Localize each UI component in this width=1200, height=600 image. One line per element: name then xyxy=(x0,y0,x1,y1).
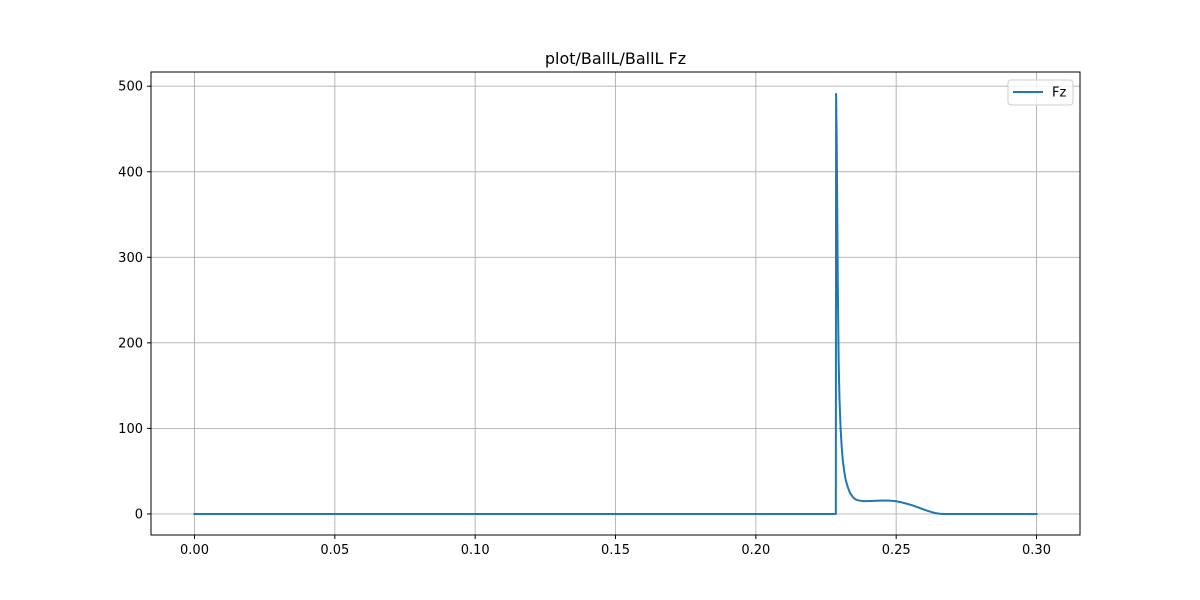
x-tick-label: 0.30 xyxy=(1022,543,1051,558)
series-layer xyxy=(193,92,1038,515)
x-axis: 0.00 0.05 0.10 0.15 0.20 0.25 0.30 xyxy=(180,535,1051,558)
legend: Fz xyxy=(1007,79,1074,106)
x-tick-label: 0.25 xyxy=(882,543,911,558)
legend-label-fz: Fz xyxy=(1052,86,1066,101)
chart-title: plot/BallL/BallL Fz xyxy=(545,49,686,68)
y-tick-label: 300 xyxy=(118,251,143,266)
y-tick-label: 200 xyxy=(118,336,143,351)
y-tick-label: 0 xyxy=(135,507,143,522)
x-tick-label: 0.05 xyxy=(320,543,349,558)
x-tick-label: 0.20 xyxy=(741,543,770,558)
x-tick-label: 0.00 xyxy=(180,543,209,558)
y-axis: 0 100 200 300 400 500 xyxy=(118,80,151,522)
x-tick-label: 0.10 xyxy=(461,543,490,558)
x-tick-label: 0.15 xyxy=(601,543,630,558)
y-tick-label: 100 xyxy=(118,422,143,437)
y-tick-label: 400 xyxy=(118,165,143,180)
series-line-fz xyxy=(193,92,1038,515)
y-tick-label: 500 xyxy=(118,80,143,95)
